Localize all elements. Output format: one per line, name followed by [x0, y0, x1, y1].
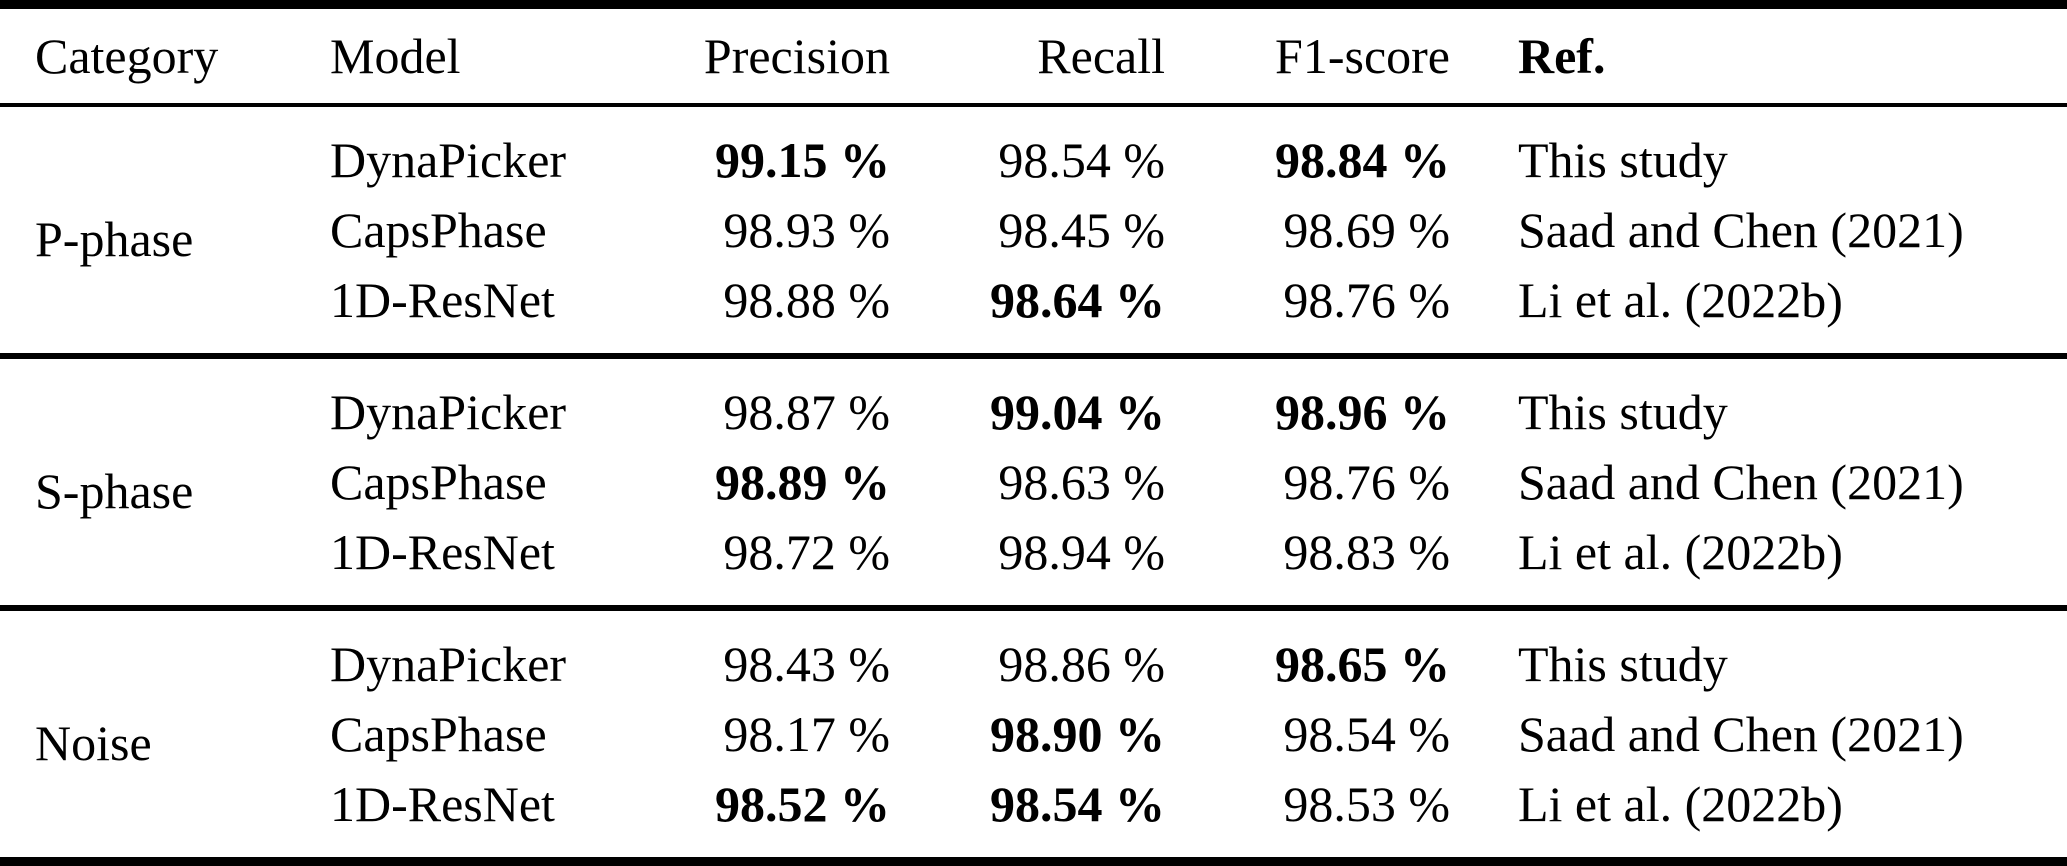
- precision-cell: 98.17 %: [723, 706, 890, 762]
- header-ref: Ref.: [1518, 28, 1606, 84]
- ref-cell: This study: [1518, 384, 1728, 440]
- table-row: CapsPhase 98.17 % 98.90 % 98.54 % Saad a…: [0, 699, 2067, 769]
- recall-cell: 98.45 %: [998, 202, 1165, 258]
- table-row: CapsPhase 98.93 % 98.45 % 98.69 % Saad a…: [0, 195, 2067, 265]
- precision-cell: 98.43 %: [723, 636, 890, 692]
- table-row: 1D-ResNet 98.52 % 98.54 % 98.53 % Li et …: [0, 769, 2067, 862]
- header-model: Model: [330, 28, 461, 84]
- recall-cell: 98.94 %: [998, 524, 1165, 580]
- model-cell: DynaPicker: [330, 132, 567, 188]
- table-row: 1D-ResNet 98.72 % 98.94 % 98.83 % Li et …: [0, 517, 2067, 608]
- model-cell: 1D-ResNet: [330, 272, 555, 328]
- header-f1-score: F1-score: [1275, 28, 1450, 84]
- ref-cell: Li et al. (2022b): [1518, 524, 1843, 580]
- f1-cell: 98.84 %: [1275, 132, 1450, 188]
- model-cell: CapsPhase: [330, 706, 547, 762]
- ref-cell: Saad and Chen (2021): [1518, 202, 1964, 258]
- f1-cell: 98.65 %: [1275, 636, 1450, 692]
- category-label: P-phase: [35, 211, 194, 267]
- header-recall: Recall: [1037, 28, 1165, 84]
- model-cell: DynaPicker: [330, 384, 567, 440]
- precision-cell: 98.93 %: [723, 202, 890, 258]
- ref-cell: This study: [1518, 636, 1728, 692]
- model-cell: 1D-ResNet: [330, 776, 555, 832]
- recall-cell: 98.90 %: [990, 706, 1165, 762]
- table-row: P-phase DynaPicker 99.15 % 98.54 % 98.84…: [0, 105, 2067, 267]
- header-row: Category Model Precision Recall F1-score…: [0, 5, 2067, 105]
- f1-cell: 98.69 %: [1283, 202, 1450, 258]
- precision-cell: 99.15 %: [715, 132, 890, 188]
- f1-cell: 98.54 %: [1283, 706, 1450, 762]
- category-label: Noise: [35, 715, 152, 771]
- ref-cell: Saad and Chen (2021): [1518, 454, 1964, 510]
- precision-cell: 98.87 %: [723, 384, 890, 440]
- precision-cell: 98.52 %: [715, 776, 890, 832]
- table-header: Category Model Precision Recall F1-score…: [0, 5, 2067, 105]
- ref-cell: This study: [1518, 132, 1728, 188]
- table-row: 1D-ResNet 98.88 % 98.64 % 98.76 % Li et …: [0, 265, 2067, 356]
- f1-cell: 98.83 %: [1283, 524, 1450, 580]
- f1-cell: 98.96 %: [1275, 384, 1450, 440]
- header-category: Category: [35, 28, 219, 84]
- table-row: Noise DynaPicker 98.43 % 98.86 % 98.65 %…: [0, 608, 2067, 771]
- precision-cell: 98.88 %: [723, 272, 890, 328]
- recall-cell: 98.86 %: [998, 636, 1165, 692]
- group-s-phase: S-phase DynaPicker 98.87 % 99.04 % 98.96…: [0, 356, 2067, 608]
- ref-cell: Li et al. (2022b): [1518, 776, 1843, 832]
- model-cell: 1D-ResNet: [330, 524, 555, 580]
- model-cell: CapsPhase: [330, 454, 547, 510]
- precision-cell: 98.72 %: [723, 524, 890, 580]
- group-noise: Noise DynaPicker 98.43 % 98.86 % 98.65 %…: [0, 608, 2067, 862]
- table-row: S-phase DynaPicker 98.87 % 99.04 % 98.96…: [0, 356, 2067, 519]
- group-p-phase: P-phase DynaPicker 99.15 % 98.54 % 98.84…: [0, 105, 2067, 356]
- recall-cell: 98.63 %: [998, 454, 1165, 510]
- precision-cell: 98.89 %: [715, 454, 890, 510]
- table-row: CapsPhase 98.89 % 98.63 % 98.76 % Saad a…: [0, 447, 2067, 517]
- recall-cell: 98.54 %: [998, 132, 1165, 188]
- f1-cell: 98.76 %: [1283, 272, 1450, 328]
- ref-cell: Li et al. (2022b): [1518, 272, 1843, 328]
- f1-cell: 98.76 %: [1283, 454, 1450, 510]
- header-precision: Precision: [703, 28, 890, 84]
- ref-cell: Saad and Chen (2021): [1518, 706, 1964, 762]
- recall-cell: 98.54 %: [990, 776, 1165, 832]
- model-cell: CapsPhase: [330, 202, 547, 258]
- f1-cell: 98.53 %: [1283, 776, 1450, 832]
- recall-cell: 98.64 %: [990, 272, 1165, 328]
- recall-cell: 99.04 %: [990, 384, 1165, 440]
- model-cell: DynaPicker: [330, 636, 567, 692]
- category-label: S-phase: [35, 463, 194, 519]
